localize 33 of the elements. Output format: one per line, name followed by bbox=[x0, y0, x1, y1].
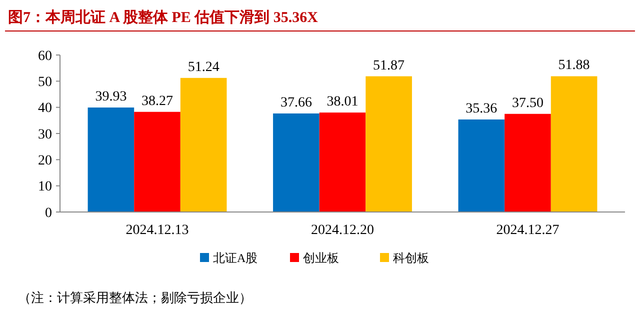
bar bbox=[134, 112, 180, 212]
bar bbox=[273, 113, 320, 212]
text: 38.01 bbox=[326, 94, 358, 110]
legend-label: 北证A股 bbox=[213, 251, 258, 266]
x-tick-label: 2024.12.27 bbox=[496, 223, 560, 238]
x-tick-label: 2024.12.20 bbox=[311, 223, 374, 238]
y-tick-label: 60 bbox=[38, 48, 52, 64]
text: 37.50 bbox=[512, 96, 544, 111]
text: 51.87 bbox=[373, 58, 405, 74]
y-tick-label: 20 bbox=[38, 154, 52, 169]
y-tick-label: 10 bbox=[38, 180, 52, 195]
bar bbox=[550, 76, 598, 212]
text: 51.24 bbox=[188, 60, 220, 75]
text: 39.93 bbox=[95, 90, 127, 105]
legend-label: 科创板 bbox=[393, 251, 429, 266]
bar bbox=[504, 114, 551, 212]
bar bbox=[88, 108, 134, 212]
y-tick-label: 0 bbox=[45, 206, 52, 221]
chart-title: 图7：本周北证 A 股整体 PE 估值下滑到 35.36X bbox=[8, 9, 318, 26]
legend-label: 创业板 bbox=[303, 251, 339, 266]
text: 35.36 bbox=[466, 101, 498, 116]
bar bbox=[319, 112, 366, 212]
text: 37.66 bbox=[280, 95, 312, 110]
bar bbox=[180, 78, 227, 212]
y-tick-label: 40 bbox=[38, 101, 52, 116]
text: 38.27 bbox=[142, 94, 174, 109]
text: （注：计算采用整体法；剔除亏损企业） bbox=[18, 290, 252, 305]
y-tick-label: 30 bbox=[38, 127, 52, 142]
bar bbox=[366, 76, 412, 212]
bar bbox=[458, 119, 505, 212]
x-tick-label: 2024.12.13 bbox=[126, 223, 189, 238]
y-tick-label: 50 bbox=[38, 75, 52, 90]
text: 51.88 bbox=[558, 58, 590, 74]
